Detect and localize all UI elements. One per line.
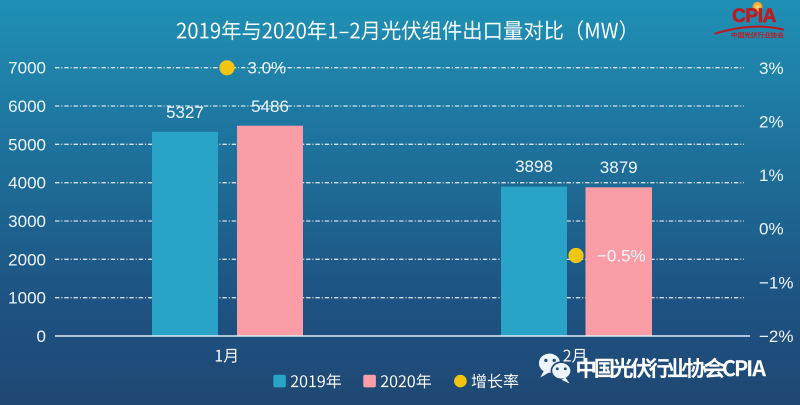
svg-text:0%: 0%: [759, 220, 784, 239]
svg-text:5486: 5486: [251, 97, 289, 116]
svg-text:−2%: −2%: [759, 327, 794, 346]
svg-text:3.0%: 3.0%: [247, 59, 286, 78]
svg-text:2000: 2000: [8, 250, 46, 269]
svg-text:−0.5%: −0.5%: [597, 246, 646, 265]
svg-text:0: 0: [37, 327, 46, 346]
svg-text:3879: 3879: [600, 158, 638, 177]
svg-text:5000: 5000: [8, 135, 46, 154]
svg-text:1000: 1000: [8, 289, 46, 308]
svg-text:−1%: −1%: [759, 273, 794, 292]
svg-text:CPIA: CPIA: [732, 6, 776, 27]
svg-text:2%: 2%: [759, 112, 784, 131]
svg-text:3%: 3%: [759, 59, 784, 78]
svg-text:6000: 6000: [8, 97, 46, 116]
svg-text:3000: 3000: [8, 212, 46, 231]
svg-text:7000: 7000: [8, 59, 46, 78]
svg-text:4000: 4000: [8, 174, 46, 193]
svg-text:1%: 1%: [759, 166, 784, 185]
svg-text:5327: 5327: [166, 103, 204, 122]
svg-text:3898: 3898: [515, 157, 553, 176]
